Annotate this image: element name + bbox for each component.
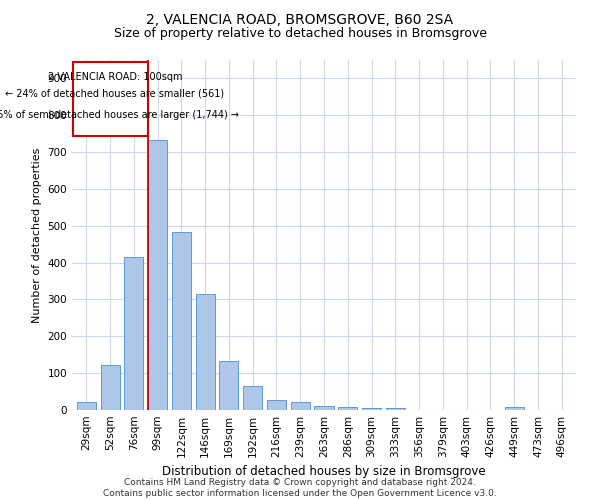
Text: 75% of semi-detached houses are larger (1,744) →: 75% of semi-detached houses are larger (…	[0, 110, 239, 120]
Bar	[148, 140, 167, 410]
FancyBboxPatch shape	[73, 62, 148, 136]
Bar	[505, 406, 524, 410]
Text: Contains HM Land Registry data © Crown copyright and database right 2024.
Contai: Contains HM Land Registry data © Crown c…	[103, 478, 497, 498]
Bar	[362, 408, 381, 410]
Bar	[314, 406, 334, 410]
Bar	[338, 408, 357, 410]
Bar	[267, 400, 286, 410]
Bar	[77, 402, 96, 410]
Bar	[124, 257, 143, 410]
Bar	[101, 365, 119, 410]
Bar	[243, 386, 262, 410]
Bar	[220, 361, 238, 410]
Bar	[291, 402, 310, 410]
Bar	[386, 408, 405, 410]
Text: 2 VALENCIA ROAD: 100sqm: 2 VALENCIA ROAD: 100sqm	[47, 72, 182, 82]
Text: 2, VALENCIA ROAD, BROMSGROVE, B60 2SA: 2, VALENCIA ROAD, BROMSGROVE, B60 2SA	[146, 12, 454, 26]
X-axis label: Distribution of detached houses by size in Bromsgrove: Distribution of detached houses by size …	[162, 466, 486, 478]
Bar	[172, 232, 191, 410]
Bar	[196, 294, 215, 410]
Text: ← 24% of detached houses are smaller (561): ← 24% of detached houses are smaller (56…	[5, 89, 224, 99]
Text: Size of property relative to detached houses in Bromsgrove: Size of property relative to detached ho…	[113, 28, 487, 40]
Y-axis label: Number of detached properties: Number of detached properties	[32, 148, 42, 322]
